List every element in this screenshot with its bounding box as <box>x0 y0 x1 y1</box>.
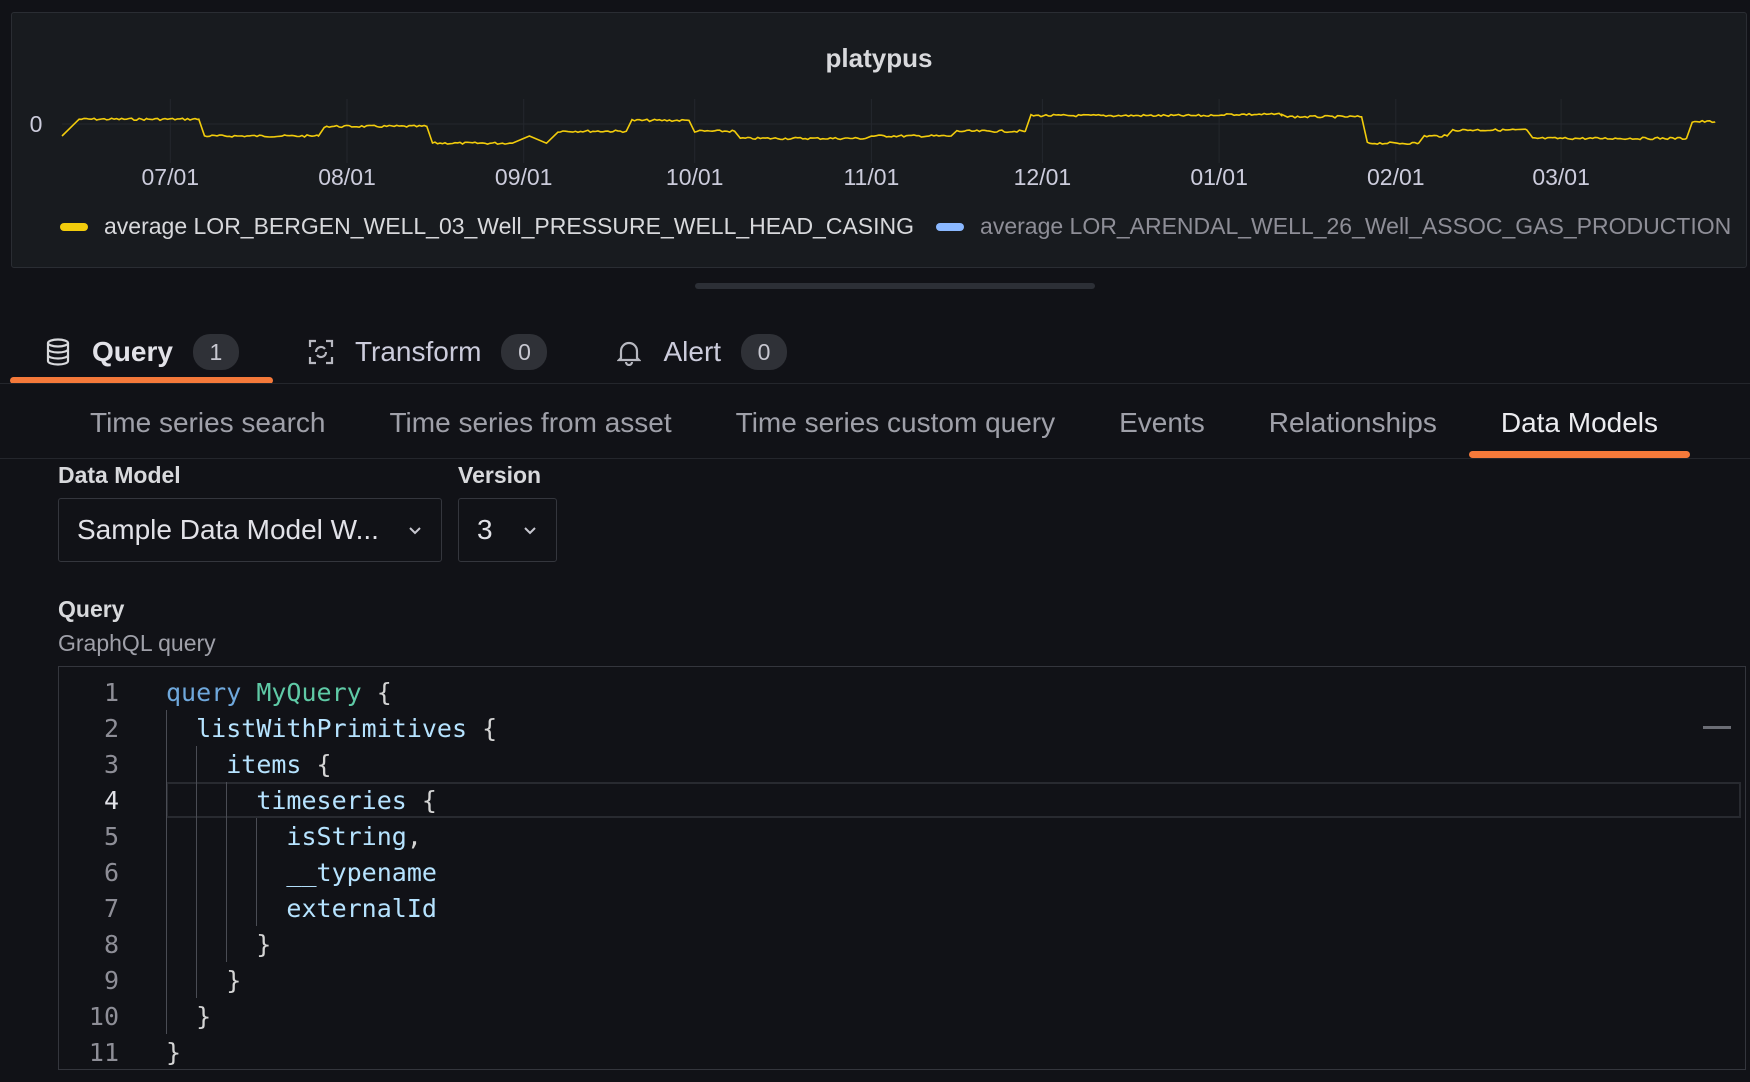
series-line <box>61 112 1716 146</box>
line-number: 10 <box>88 1001 119 1031</box>
tab-time-series-search[interactable]: Time series search <box>90 407 326 438</box>
tab-transform[interactable]: Transform 0 <box>273 320 582 384</box>
indent-guide <box>226 782 227 962</box>
tab-time-series-custom-query[interactable]: Time series custom query <box>735 407 1056 438</box>
query-description: GraphQL query <box>58 630 216 656</box>
code-line[interactable]: 4 timeseries { <box>59 782 1745 818</box>
chevron-down-icon <box>524 527 536 535</box>
legend-swatch-yellow <box>60 222 88 231</box>
panel-title[interactable]: platypus <box>825 43 933 73</box>
y-axis: 0 <box>30 111 43 137</box>
chart-grid <box>62 99 1715 163</box>
chart-legend: average LOR_BERGEN_WELL_03_Well_PRESSURE… <box>60 213 1750 240</box>
tab-count-badge: 1 <box>192 334 239 370</box>
tab-alert[interactable]: Alert 0 <box>581 320 821 384</box>
line-number: 9 <box>103 965 119 995</box>
indent-guide <box>166 710 167 1034</box>
version-label: Version <box>458 462 542 488</box>
time-series-chart[interactable]: 0 07/01 08/01 09/01 10/01 11/01 12/01 01/01 02/… <box>12 13 1748 269</box>
query-label: Query <box>58 596 125 622</box>
legend-item-arendal[interactable]: average LOR_ARENDAL_WELL_26_Well_ASSOC_G… <box>936 213 1731 240</box>
tab-data-models[interactable]: Data Models <box>1468 388 1691 458</box>
code-line[interactable]: 5 isString, <box>59 818 1745 854</box>
tabs-divider <box>0 383 1750 384</box>
indent-guide <box>256 818 257 926</box>
chart-panel: platypus 0 07/01 08/01 09/01 10/01 11/01 12/0… <box>11 12 1747 268</box>
data-model-label: Data Model <box>58 462 181 488</box>
line-number: 1 <box>103 677 119 707</box>
tab-label: Query <box>92 336 173 367</box>
code-text: } <box>166 1037 182 1067</box>
query-type-tabs: Time series search Time series from asse… <box>58 388 1691 458</box>
current-line-highlight <box>166 782 1741 818</box>
code-line[interactable]: 7 externalId <box>59 890 1745 926</box>
bell-icon <box>615 338 643 366</box>
tab-time-series-from-asset[interactable]: Time series from asset <box>389 407 672 438</box>
code-line[interactable]: 1 query MyQuery { <box>59 674 1745 710</box>
transform-icon <box>307 338 335 366</box>
code-text: } <box>166 1001 212 1031</box>
graphql-code-editor[interactable]: 1 query MyQuery {2 listWithPrimitives {3 … <box>58 666 1746 1070</box>
legend-item-bergen[interactable]: average LOR_BERGEN_WELL_03_Well_PRESSURE… <box>60 213 914 240</box>
tab-label: Alert <box>663 336 722 367</box>
tab-relationships[interactable]: Relationships <box>1268 407 1437 438</box>
code-text: listWithPrimitives { <box>196 713 498 743</box>
code-line[interactable]: 11} <box>59 1034 1745 1069</box>
line-number: 3 <box>103 749 119 779</box>
code-line[interactable]: 3 items { <box>59 746 1745 782</box>
chevron-down-icon <box>409 527 421 535</box>
version-select[interactable]: 3 <box>458 498 557 562</box>
code-text: query MyQuery { <box>166 677 392 707</box>
line-number: 7 <box>103 893 119 923</box>
tab-query[interactable]: Query 1 <box>10 320 273 384</box>
indent-guide <box>196 746 197 998</box>
data-model-value: Sample Data Model W... <box>77 514 379 545</box>
tab-count-badge: 0 <box>741 334 788 370</box>
line-number: 5 <box>103 821 119 851</box>
x-tick-label: 10/01 <box>666 164 724 190</box>
x-tick-label: 02/01 <box>1367 164 1425 190</box>
x-tick-label: 01/01 <box>1190 164 1248 190</box>
minimap-indicator <box>1703 726 1731 729</box>
version-value: 3 <box>477 514 493 545</box>
code-text: externalId <box>286 893 437 923</box>
series-lines <box>61 112 1716 146</box>
y-tick-label: 0 <box>30 111 43 137</box>
line-number: 8 <box>103 929 119 959</box>
legend-swatch-blue <box>936 222 965 231</box>
x-tick-label: 11/01 <box>843 164 899 190</box>
code-line[interactable]: 2 listWithPrimitives { <box>59 710 1745 746</box>
code-text: } <box>166 929 272 959</box>
line-number: 4 <box>103 785 119 815</box>
x-tick-label: 03/01 <box>1532 164 1590 190</box>
legend-label: average LOR_ARENDAL_WELL_26_Well_ASSOC_G… <box>980 213 1732 239</box>
code-text: } <box>166 965 242 995</box>
x-tick-label: 07/01 <box>142 164 200 190</box>
sub-tabs-divider <box>0 458 1750 459</box>
x-axis: 07/01 08/01 09/01 10/01 11/01 12/01 01/01 02/01… <box>142 164 1590 190</box>
code-line[interactable]: 6 __typename <box>59 854 1745 890</box>
code-text: __typename <box>286 857 437 887</box>
x-tick-label: 09/01 <box>495 164 553 190</box>
line-number: 11 <box>88 1037 119 1067</box>
tab-count-badge: 0 <box>501 334 548 370</box>
x-tick-label: 12/01 <box>1014 164 1072 190</box>
database-icon <box>44 338 72 366</box>
code-line[interactable]: 10 } <box>59 998 1745 1034</box>
data-model-select[interactable]: Sample Data Model W... <box>58 498 442 562</box>
editor-tabs: Query 1 Transform 0 Alert 0 <box>10 320 821 384</box>
panel-resize-handle[interactable] <box>695 283 1095 289</box>
code-text: items { <box>226 749 332 779</box>
tab-label: Transform <box>354 336 482 367</box>
line-number: 6 <box>103 857 119 887</box>
tab-events[interactable]: Events <box>1119 407 1205 438</box>
code-line[interactable]: 8 } <box>59 926 1745 962</box>
code-text: timeseries { <box>256 785 437 815</box>
code-line[interactable]: 9 } <box>59 962 1745 998</box>
legend-label: average LOR_BERGEN_WELL_03_Well_PRESSURE… <box>104 213 915 239</box>
code-text: isString, <box>286 821 422 851</box>
x-tick-label: 08/01 <box>318 164 376 190</box>
line-number: 2 <box>103 713 119 743</box>
